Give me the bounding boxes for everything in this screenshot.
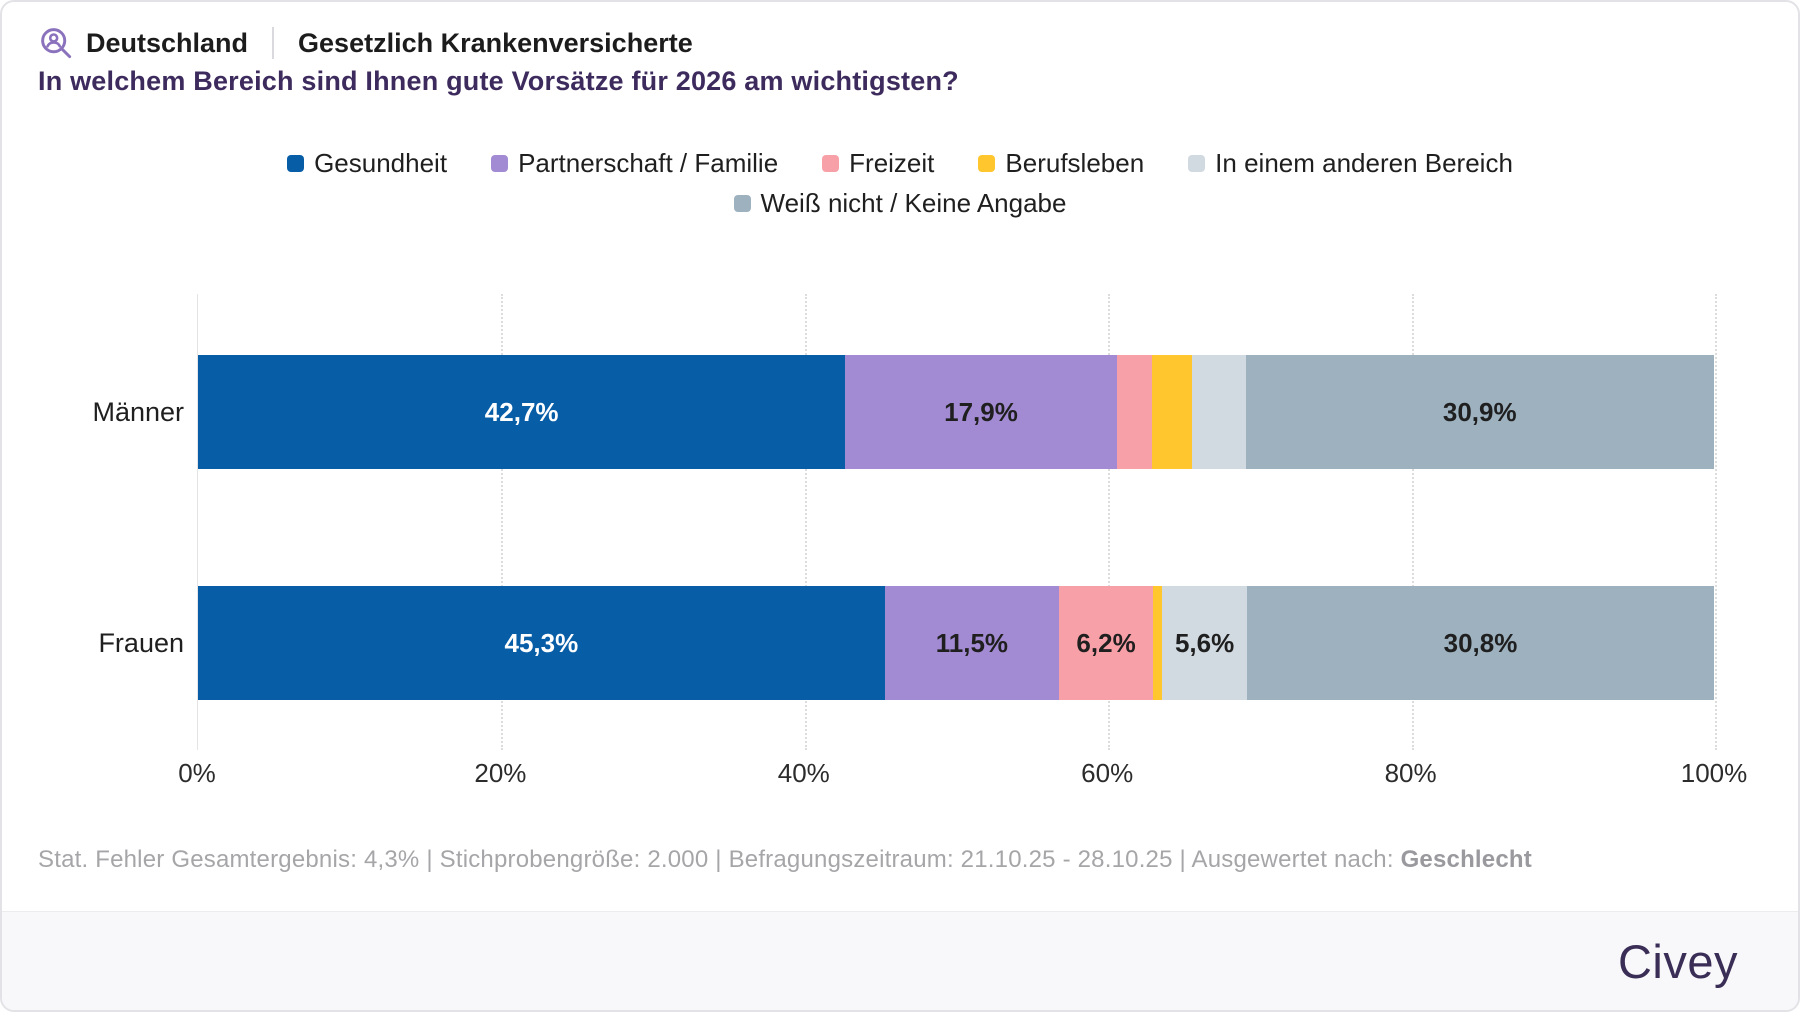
- legend-row: Weiß nicht / Keine Angabe: [733, 188, 1067, 219]
- gridline-60: [1108, 294, 1111, 750]
- x-tick-label-20: 20%: [474, 758, 527, 788]
- bar-segment-frauen-freizeit[interactable]: 6,2%: [1059, 586, 1154, 700]
- x-tick-label-40: 40%: [777, 758, 830, 788]
- bar-segment-frauen-gesundheit[interactable]: 45,3%: [198, 586, 885, 700]
- legend-swatch-icon: [733, 195, 751, 212]
- legend-swatch-icon: [287, 155, 305, 172]
- bar-row-männer: 42,7% 17,9% 30,9%: [198, 355, 1714, 469]
- gridline-80: [1411, 294, 1414, 750]
- footnote-emphasis: Geschlecht: [1400, 846, 1532, 873]
- bar-row-frauen: 45,3% 11,5% 6,2% 5,6% 30,8%: [198, 586, 1714, 700]
- gridline-20: [501, 294, 504, 750]
- gridline-40: [804, 294, 807, 750]
- legend-swatch-icon: [978, 155, 996, 172]
- legend-label: In einem anderen Bereich: [1215, 148, 1513, 178]
- bar-segment-frauen-in-einem-anderen-bereich[interactable]: 5,6%: [1162, 586, 1248, 700]
- legend-item-weiß-nicht-keine-angabe[interactable]: Weiß nicht / Keine Angabe: [733, 188, 1067, 219]
- x-tick-label-80: 80%: [1384, 758, 1437, 788]
- legend-label: Gesundheit: [314, 148, 448, 178]
- legend-item-freizeit[interactable]: Freizeit: [822, 148, 934, 179]
- legend-label: Berufsleben: [1005, 148, 1145, 178]
- legend-row: Gesundheit Partnerschaft / Familie Freizei…: [287, 148, 1513, 179]
- bar-segment-frauen-weiß-nicht-keine-angabe[interactable]: 30,8%: [1247, 586, 1714, 700]
- statistics-footnote: Stat. Fehler Gesamtergebnis: 4,3% | Stic…: [38, 846, 1532, 874]
- legend-label: Weiß nicht / Keine Angabe: [760, 188, 1067, 218]
- bar-segment-männer-berufsleben[interactable]: [1151, 355, 1193, 469]
- x-tick-label-100: 100%: [1680, 758, 1748, 788]
- x-tick-label-60: 60%: [1081, 758, 1134, 788]
- header-divider: [272, 27, 275, 59]
- category-label-männer: Männer: [92, 396, 184, 427]
- x-axis: 0% 20% 40% 60% 80% 100%: [178, 758, 1747, 798]
- legend-item-partnerschaft-familie[interactable]: Partnerschaft / Familie: [491, 148, 778, 179]
- bar-segment-männer-gesundheit[interactable]: 42,7%: [198, 355, 846, 469]
- legend-label: Partnerschaft / Familie: [518, 148, 779, 178]
- legend-swatch-icon: [822, 155, 840, 172]
- legend-label: Freizeit: [849, 148, 935, 178]
- bar-segment-männer-freizeit[interactable]: [1116, 355, 1152, 469]
- person-magnifier-icon: [38, 25, 74, 61]
- legend-swatch-icon: [1188, 155, 1206, 172]
- question-title: In welchem Bereich sind Ihnen gute Vorsä…: [38, 66, 959, 96]
- bar-segment-frauen-berufsleben[interactable]: [1153, 586, 1163, 700]
- chart-legend: Gesundheit Partnerschaft / Familie Freizei…: [2, 148, 1798, 219]
- footnote-text: Stat. Fehler Gesamtergebnis: 4,3% | Stic…: [38, 846, 1401, 873]
- audience-label: Gesetzlich Krankenversicherte: [298, 27, 693, 58]
- legend-item-gesundheit[interactable]: Gesundheit: [287, 148, 447, 179]
- plot-area: 42,7% 17,9% 30,9% 45,3% 11,5% 6,2% 5,6% 30,8%: [197, 294, 1717, 750]
- bar-segment-männer-partnerschaft-familie[interactable]: 17,9%: [845, 355, 1117, 469]
- legend-item-in-einem-anderen-bereich[interactable]: In einem anderen Bereich: [1188, 148, 1513, 179]
- bar-segment-männer-weiß-nicht-keine-angabe[interactable]: 30,9%: [1245, 355, 1714, 469]
- bar-segment-männer-in-einem-anderen-bereich[interactable]: [1192, 355, 1246, 469]
- gridline-100: [1715, 294, 1717, 750]
- brand-footer: Civey: [2, 911, 1798, 1010]
- legend-swatch-icon: [491, 155, 509, 172]
- legend-item-berufsleben[interactable]: Berufsleben: [978, 148, 1144, 179]
- x-tick-label-0: 0%: [178, 758, 216, 788]
- bar-segment-frauen-partnerschaft-familie[interactable]: 11,5%: [884, 586, 1060, 700]
- civey-logo: Civey: [1617, 934, 1738, 988]
- region-label: Deutschland: [86, 27, 249, 58]
- category-label-frauen: Frauen: [98, 627, 184, 658]
- breadcrumb: Deutschland Gesetzlich Krankenversichert…: [38, 24, 693, 62]
